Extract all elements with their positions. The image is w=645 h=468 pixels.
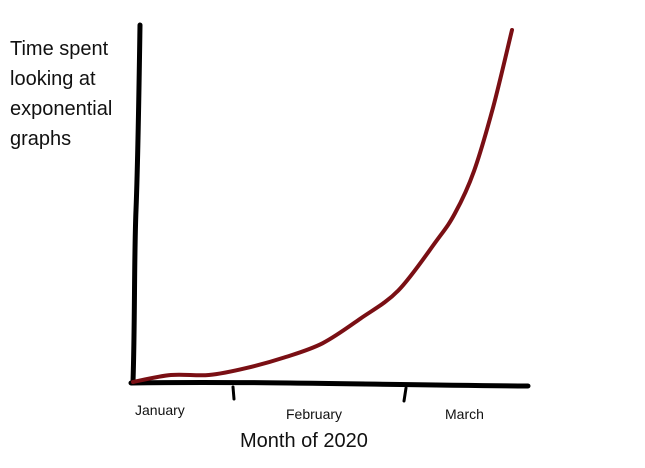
y-axis-label-line: looking at — [10, 68, 96, 90]
x-axis-label: Month of 2020 — [240, 430, 368, 452]
y-axis-line — [130, 22, 143, 385]
y-axis-label-line: graphs — [10, 128, 72, 150]
x-tick-label-january: January — [135, 402, 185, 418]
x-tick-march — [402, 386, 408, 403]
x-tick-february — [231, 385, 236, 401]
y-axis-label-line: exponential — [10, 98, 113, 120]
y-axis-label: Time spent looking at exponential graphs — [10, 34, 135, 154]
series-line — [131, 28, 514, 384]
y-axis-label-line: Time spent — [10, 38, 109, 60]
x-axis-line — [128, 379, 531, 389]
x-tick-label-february: February — [286, 406, 343, 422]
x-tick-label-march: March — [445, 406, 484, 422]
